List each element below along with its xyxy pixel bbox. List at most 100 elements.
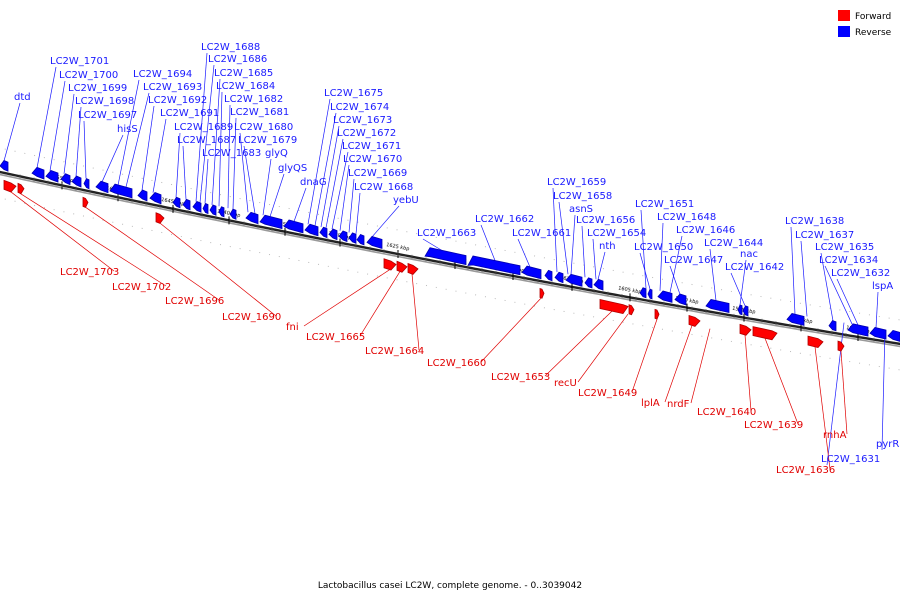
- reverse-gene-arrow[interactable]: [0, 160, 9, 172]
- gene-label-pyrr[interactable]: pyrR: [876, 439, 899, 450]
- gene-label-lc2w-1663[interactable]: LC2W_1663: [417, 228, 476, 239]
- reverse-gene-arrow[interactable]: [674, 293, 687, 306]
- gene-label-lc2w-1668[interactable]: LC2W_1668: [354, 182, 413, 193]
- gene-label-lc2w-1669[interactable]: LC2W_1669: [348, 168, 407, 179]
- reverse-gene-arrow[interactable]: [71, 175, 82, 188]
- gene-label-lc2w-1632[interactable]: LC2W_1632: [831, 268, 890, 279]
- forward-gene-arrow[interactable]: [739, 323, 752, 336]
- gene-label-nrdf[interactable]: nrdF: [667, 399, 690, 410]
- reverse-gene-arrow[interactable]: [109, 183, 133, 199]
- reverse-gene-arrow[interactable]: [304, 223, 319, 237]
- gene-label-lc2w-1685[interactable]: LC2W_1685: [214, 68, 273, 79]
- reverse-gene-arrow[interactable]: [83, 178, 90, 190]
- gene-label-lc2w-1701[interactable]: LC2W_1701: [50, 56, 109, 67]
- gene-label-lc2w-1637[interactable]: LC2W_1637: [795, 230, 854, 241]
- reverse-gene-arrow[interactable]: [229, 208, 237, 220]
- forward-gene-arrow[interactable]: [17, 182, 25, 195]
- reverse-gene-arrow[interactable]: [60, 173, 71, 186]
- reverse-gene-arrow[interactable]: [149, 192, 162, 205]
- gene-label-lc2w-1699[interactable]: LC2W_1699: [68, 83, 127, 94]
- gene-label-dtd[interactable]: dtd: [14, 92, 31, 103]
- gene-label-lc2w-1634[interactable]: LC2W_1634: [819, 255, 878, 266]
- gene-label-glyqs[interactable]: glyQS: [278, 163, 307, 174]
- gene-label-lc2w-1651[interactable]: LC2W_1651: [635, 199, 694, 210]
- reverse-gene-arrow[interactable]: [338, 230, 348, 243]
- gene-label-lc2w-1654[interactable]: LC2W_1654: [587, 228, 646, 239]
- reverse-gene-arrow[interactable]: [593, 278, 604, 291]
- gene-label-lc2w-1691[interactable]: LC2W_1691: [160, 108, 219, 119]
- reverse-gene-arrow[interactable]: [565, 273, 583, 287]
- reverse-gene-arrow[interactable]: [742, 305, 749, 317]
- gene-label-lc2w-1686[interactable]: LC2W_1686: [208, 54, 267, 65]
- reverse-gene-arrow[interactable]: [259, 214, 283, 230]
- gene-label-lc2w-1639[interactable]: LC2W_1639: [744, 420, 803, 431]
- reverse-gene-arrow[interactable]: [869, 327, 887, 340]
- gene-label-lc2w-1683[interactable]: LC2W_1683: [202, 148, 261, 159]
- gene-label-lc2w-1703[interactable]: LC2W_1703: [60, 267, 119, 278]
- gene-label-lc2w-1693[interactable]: LC2W_1693: [143, 82, 202, 93]
- reverse-gene-arrow[interactable]: [172, 196, 181, 209]
- reverse-gene-arrow[interactable]: [209, 204, 217, 216]
- reverse-gene-arrow[interactable]: [366, 236, 383, 249]
- reverse-gene-arrow[interactable]: [319, 226, 328, 239]
- gene-label-lc2w-1698[interactable]: LC2W_1698: [75, 96, 134, 107]
- gene-label-lc2w-1642[interactable]: LC2W_1642: [725, 262, 784, 273]
- forward-gene-arrow[interactable]: [396, 260, 408, 273]
- reverse-gene-arrow[interactable]: [467, 255, 521, 276]
- gene-label-lc2w-1661[interactable]: LC2W_1661: [512, 228, 571, 239]
- gene-label-lc2w-1649[interactable]: LC2W_1649: [578, 388, 637, 399]
- gene-label-rnha[interactable]: rnhA: [823, 430, 847, 441]
- gene-label-nac[interactable]: nac: [740, 249, 758, 260]
- gene-label-lc2w-1690[interactable]: LC2W_1690: [222, 312, 281, 323]
- gene-label-lc2w-1679[interactable]: LC2W_1679: [238, 135, 297, 146]
- reverse-gene-arrow[interactable]: [348, 232, 357, 244]
- reverse-gene-arrow[interactable]: [584, 277, 593, 289]
- gene-label-lc2w-1687[interactable]: LC2W_1687: [177, 135, 236, 146]
- forward-gene-arrow[interactable]: [599, 299, 629, 315]
- reverse-gene-arrow[interactable]: [424, 247, 467, 266]
- gene-label-lc2w-1635[interactable]: LC2W_1635: [815, 242, 874, 253]
- reverse-gene-arrow[interactable]: [847, 323, 869, 337]
- gene-label-lc2w-1680[interactable]: LC2W_1680: [234, 122, 293, 133]
- gene-label-lc2w-1631[interactable]: LC2W_1631: [821, 454, 880, 465]
- reverse-gene-arrow[interactable]: [137, 189, 148, 202]
- gene-label-lspa[interactable]: lspA: [872, 281, 893, 292]
- gene-label-nth[interactable]: nth: [599, 241, 616, 252]
- gene-label-lc2w-1640[interactable]: LC2W_1640: [697, 407, 756, 418]
- reverse-gene-arrow[interactable]: [544, 269, 553, 282]
- gene-label-lc2w-1692[interactable]: LC2W_1692: [148, 95, 207, 106]
- gene-label-lc2w-1682[interactable]: LC2W_1682: [224, 94, 283, 105]
- gene-label-lc2w-1648[interactable]: LC2W_1648: [657, 212, 716, 223]
- forward-gene-arrow[interactable]: [837, 340, 845, 352]
- gene-label-lc2w-1638[interactable]: LC2W_1638: [785, 216, 844, 227]
- reverse-gene-arrow[interactable]: [786, 313, 805, 326]
- gene-label-lc2w-1665[interactable]: LC2W_1665: [306, 332, 365, 343]
- gene-label-glyq[interactable]: glyQ: [265, 148, 288, 159]
- gene-label-lc2w-1653[interactable]: LC2W_1653: [491, 372, 550, 383]
- reverse-gene-arrow[interactable]: [328, 228, 338, 241]
- forward-gene-arrow[interactable]: [752, 326, 778, 341]
- gene-label-lc2w-1688[interactable]: LC2W_1688: [201, 42, 260, 53]
- reverse-gene-arrow[interactable]: [192, 201, 202, 213]
- reverse-gene-arrow[interactable]: [521, 265, 542, 280]
- gene-label-lc2w-1674[interactable]: LC2W_1674: [330, 102, 389, 113]
- gene-label-lc2w-1670[interactable]: LC2W_1670: [343, 154, 402, 165]
- gene-label-lc2w-1659[interactable]: LC2W_1659: [547, 177, 606, 188]
- forward-gene-arrow[interactable]: [82, 196, 89, 209]
- gene-label-lc2w-1696[interactable]: LC2W_1696: [165, 296, 224, 307]
- gene-label-dnag[interactable]: dnaG: [300, 177, 327, 188]
- gene-label-lc2w-1658[interactable]: LC2W_1658: [553, 191, 612, 202]
- gene-label-lc2w-1681[interactable]: LC2W_1681: [230, 107, 289, 118]
- gene-label-recu[interactable]: recU: [554, 378, 577, 389]
- gene-label-yebu[interactable]: yebU: [393, 195, 419, 206]
- gene-label-lc2w-1636[interactable]: LC2W_1636: [776, 465, 835, 476]
- gene-label-lc2w-1644[interactable]: LC2W_1644: [704, 238, 763, 249]
- gene-label-lc2w-1684[interactable]: LC2W_1684: [216, 81, 275, 92]
- forward-gene-arrow[interactable]: [628, 304, 635, 316]
- gene-label-lc2w-1700[interactable]: LC2W_1700: [59, 70, 118, 81]
- reverse-gene-arrow[interactable]: [45, 170, 59, 183]
- reverse-gene-arrow[interactable]: [31, 166, 45, 180]
- reverse-gene-arrow[interactable]: [218, 206, 225, 218]
- forward-gene-arrow[interactable]: [807, 335, 824, 349]
- reverse-gene-arrow[interactable]: [95, 180, 109, 194]
